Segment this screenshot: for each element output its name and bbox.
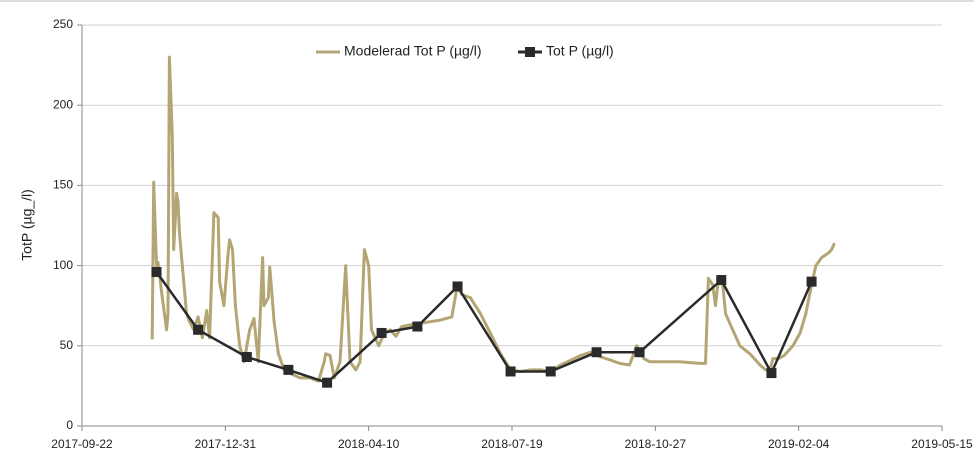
data-point <box>505 366 516 377</box>
y-tick-label: 0 <box>66 418 73 432</box>
data-point <box>634 347 645 358</box>
x-tick-label: 2019-05-15 <box>911 437 973 451</box>
data-point <box>151 267 162 278</box>
data-point <box>193 324 204 335</box>
data-point <box>766 368 777 379</box>
legend-marker <box>525 47 535 57</box>
legend-label: Modelerad Tot P (µg/l) <box>344 43 482 59</box>
x-tick-label: 2017-12-31 <box>195 437 257 451</box>
data-point <box>806 276 817 287</box>
data-point <box>322 377 333 388</box>
x-tick-label: 2018-04-10 <box>338 437 400 451</box>
data-point <box>545 366 556 377</box>
data-point <box>716 275 727 286</box>
y-tick-label: 100 <box>53 258 73 272</box>
y-tick-label: 50 <box>60 338 74 352</box>
legend-label: Tot P (µg/l) <box>546 43 614 59</box>
x-tick-label: 2017-09-22 <box>51 437 113 451</box>
data-point <box>283 364 294 375</box>
data-point <box>376 327 387 338</box>
x-tick-label: 2019-02-04 <box>768 437 830 451</box>
data-point <box>591 347 602 358</box>
x-tick-label: 2018-07-19 <box>481 437 543 451</box>
y-tick-label: 250 <box>53 17 73 31</box>
y-tick-label: 150 <box>53 178 73 192</box>
y-axis-label: TotP (µg_/l) <box>19 189 35 261</box>
data-point <box>412 321 423 332</box>
y-tick-label: 200 <box>53 97 73 111</box>
data-point <box>241 352 252 363</box>
x-tick-label: 2018-10-27 <box>625 437 687 451</box>
data-point <box>452 281 463 292</box>
